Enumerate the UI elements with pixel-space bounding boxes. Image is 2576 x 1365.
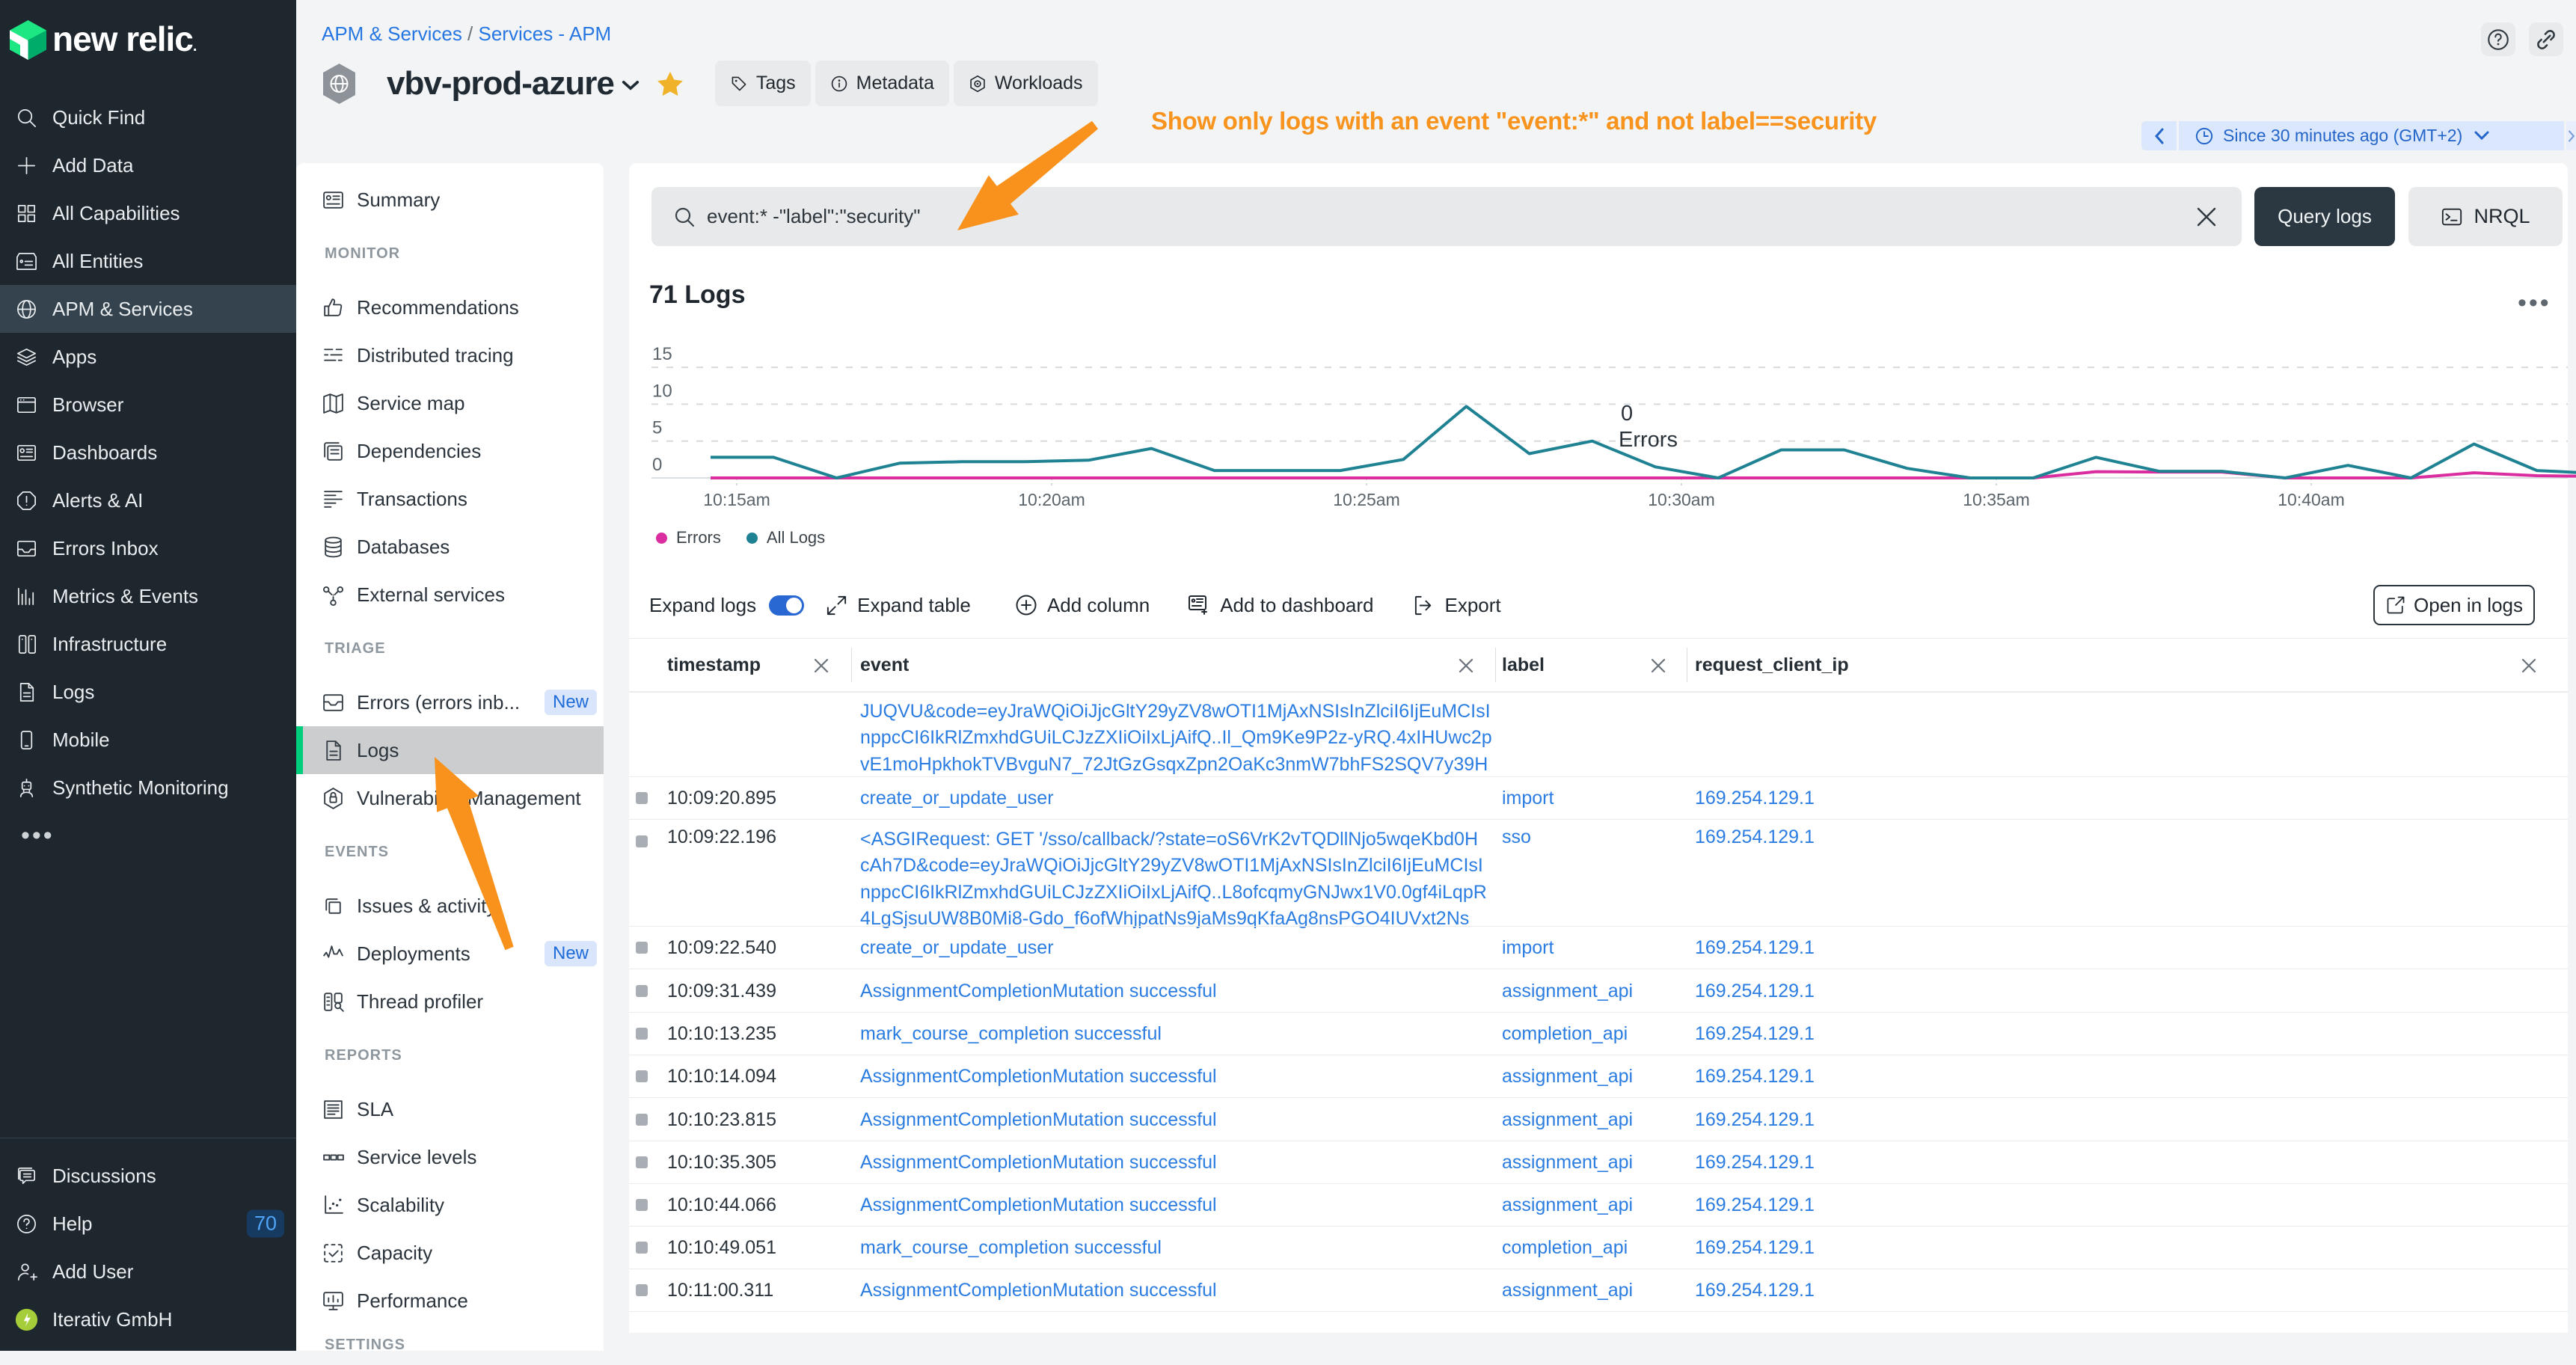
svg-text:10:30am: 10:30am xyxy=(1648,490,1715,509)
svg-text:15: 15 xyxy=(652,344,672,364)
svg-text:Errors: Errors xyxy=(1619,428,1678,452)
svg-text:10: 10 xyxy=(652,381,672,401)
svg-text:10:35am: 10:35am xyxy=(1963,490,2030,509)
svg-text:10:20am: 10:20am xyxy=(1018,490,1085,509)
svg-text:10:25am: 10:25am xyxy=(1333,490,1400,509)
svg-text:0: 0 xyxy=(652,455,662,475)
svg-text:5: 5 xyxy=(652,418,662,438)
svg-text:10:15am: 10:15am xyxy=(703,490,770,509)
svg-text:10:40am: 10:40am xyxy=(2278,490,2345,509)
svg-text:0: 0 xyxy=(1621,402,1633,426)
